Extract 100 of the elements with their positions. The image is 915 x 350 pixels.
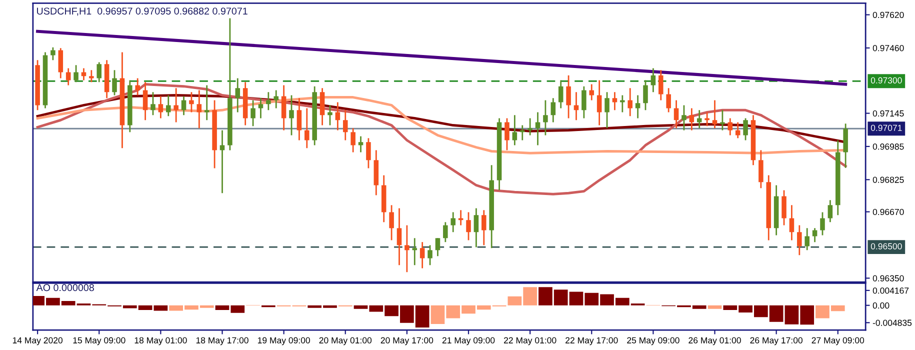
candlestick: [782, 190, 786, 226]
candlestick: [196, 90, 202, 129]
candlestick: [566, 74, 571, 119]
candlestick: [666, 87, 671, 113]
candlestick: [150, 91, 156, 116]
candlestick: [758, 150, 764, 189]
x-tick-label: 18 May 01:00: [134, 337, 187, 346]
candlestick: [635, 94, 640, 119]
candlestick: [820, 212, 825, 236]
candlestick: [658, 69, 664, 101]
candlestick: [466, 212, 471, 241]
candlestick: [166, 94, 171, 117]
candlestick: [843, 122, 848, 169]
y-tick-label: 0.97145: [872, 110, 904, 117]
candlestick: [342, 109, 348, 141]
x-tick-label: 26 May 17:00: [750, 337, 802, 346]
candlestick: [689, 108, 694, 131]
bar: [708, 305, 722, 309]
candlestick: [589, 84, 594, 101]
y-tick-label: 0.96350: [872, 275, 904, 282]
candlestick: [574, 91, 579, 121]
candlestick: [174, 87, 178, 123]
y-tick-label: 0.96825: [872, 176, 904, 183]
candlestick: [435, 237, 440, 257]
candlestick: [274, 90, 278, 109]
candlestick: [158, 96, 164, 119]
y-tick-label: 0.96985: [872, 144, 904, 150]
candlestick: [828, 199, 833, 223]
candlestick: [720, 109, 725, 131]
chart-title: USDCHF,H1 0.96957 0.97095 0.96882 0.97071: [37, 8, 248, 16]
y-tick-label: 0.96670: [872, 208, 904, 216]
candlestick: [258, 97, 264, 119]
candlestick: [643, 80, 648, 111]
candlestick: [81, 68, 86, 81]
candlestick: [289, 94, 294, 136]
candlestick: [535, 112, 540, 146]
ref-line-label: 0.96500: [870, 243, 902, 250]
candlestick: [812, 227, 818, 243]
candlestick: [543, 100, 548, 136]
x-tick-label: 14 May 2020: [12, 337, 63, 346]
candlestick: [235, 78, 240, 113]
candlestick: [189, 91, 194, 113]
candlestick: [266, 91, 271, 111]
candlestick: [304, 108, 310, 149]
candlestick: [335, 102, 340, 131]
candlestick: [474, 208, 479, 248]
candlestick: [74, 64, 78, 83]
x-tick-label: 21 May 09:00: [442, 337, 495, 346]
candlestick: [450, 212, 456, 233]
candlestick: [482, 209, 486, 246]
candlestick: [112, 69, 117, 96]
chart-title: AO 0.000008: [36, 284, 94, 292]
candlestick: [366, 137, 371, 169]
candlestick: [712, 100, 718, 129]
candlestick: [250, 100, 256, 127]
candlestick: [389, 204, 394, 241]
candlestick: [735, 122, 740, 139]
candlestick: [804, 227, 810, 251]
candlestick: [181, 96, 186, 116]
candlestick: [512, 114, 518, 146]
candlestick: [142, 81, 148, 121]
candlestick: [358, 136, 364, 153]
candlestick: [458, 209, 464, 226]
y-tick-label: 0.004167: [872, 287, 909, 294]
x-tick-label: 25 May 09:00: [627, 337, 680, 346]
x-tick-label: 20 May 01:00: [319, 337, 372, 346]
candlestick: [296, 97, 302, 141]
candlestick: [596, 80, 602, 126]
candlestick: [66, 68, 71, 86]
candlestick: [628, 87, 632, 117]
x-tick-label: 19 May 09:00: [258, 337, 310, 346]
candlestick: [674, 100, 679, 129]
candlestick: [89, 69, 94, 83]
x-tick-label: 20 May 17:00: [380, 337, 434, 346]
ref-line-label: 0.97300: [870, 77, 902, 84]
candlestick: [58, 47, 64, 79]
candlestick: [404, 224, 410, 273]
candlestick: [350, 128, 356, 153]
candlestick: [650, 68, 656, 93]
candlestick: [789, 204, 794, 241]
line-series: [36, 82, 847, 196]
y-tick-label: -0.004835: [872, 320, 912, 326]
candlestick: [582, 86, 586, 119]
y-tick-label: 0.00: [872, 302, 890, 309]
x-tick-label: 18 May 17:00: [196, 337, 248, 346]
candlestick: [420, 241, 425, 269]
candlestick: [728, 118, 733, 136]
candlestick: [604, 91, 610, 129]
candlestick: [743, 118, 748, 141]
candlestick: [281, 84, 286, 131]
candlestick: [558, 80, 564, 109]
candlestick: [528, 118, 532, 136]
x-tick-label: 27 May 09:00: [812, 337, 864, 346]
candlestick: [396, 208, 402, 266]
candlestick: [204, 84, 210, 121]
candlestick: [797, 224, 802, 256]
x-tick-label: 15 May 09:00: [73, 337, 126, 346]
candlestick: [504, 118, 510, 151]
x-tick-label: 26 May 01:00: [688, 337, 741, 346]
x-tick-label: 22 May 01:00: [504, 337, 556, 346]
